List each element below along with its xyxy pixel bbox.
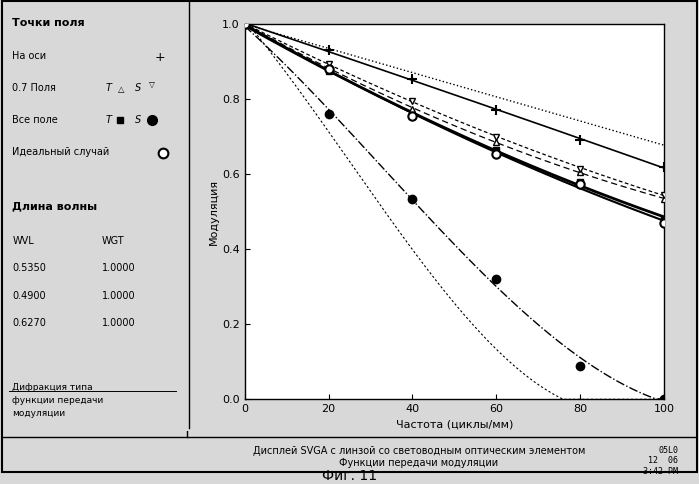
Text: 0.5350: 0.5350	[13, 263, 46, 273]
Text: +: +	[155, 51, 166, 64]
Text: Идеальный случай: Идеальный случай	[13, 147, 110, 157]
Y-axis label: Модуляция: Модуляция	[209, 179, 219, 245]
Text: 0.7 Поля: 0.7 Поля	[13, 83, 57, 93]
Text: T: T	[105, 83, 111, 93]
Text: T: T	[105, 115, 111, 125]
X-axis label: Частота (циклы/мм): Частота (циклы/мм)	[396, 420, 513, 430]
Text: S: S	[136, 115, 142, 125]
Text: 0.6270: 0.6270	[13, 318, 46, 328]
Text: 1.0000: 1.0000	[101, 263, 135, 273]
Text: WVL: WVL	[13, 236, 34, 246]
Text: функции передачи: функции передачи	[13, 396, 103, 405]
Text: S: S	[136, 83, 142, 93]
Text: 1.0000: 1.0000	[101, 318, 135, 328]
Text: Фиг. 11: Фиг. 11	[322, 469, 377, 483]
Text: ▽: ▽	[149, 80, 154, 89]
Text: 0.4900: 0.4900	[13, 291, 46, 301]
Text: 05L0
12  06
3:42 PM: 05L0 12 06 3:42 PM	[643, 446, 678, 476]
Text: модуляции: модуляции	[13, 409, 66, 418]
Text: Все поле: Все поле	[13, 115, 58, 125]
Text: На оси: На оси	[13, 51, 47, 61]
Text: Точки поля: Точки поля	[13, 17, 85, 28]
Text: 1.0000: 1.0000	[101, 291, 135, 301]
Text: Дисплей SVGA с линзой со световодным оптическим элементом
Функции передачи модул: Дисплей SVGA с линзой со световодным опт…	[252, 446, 585, 468]
Text: △: △	[118, 85, 125, 94]
Text: WGT: WGT	[101, 236, 124, 246]
Text: Длина волны: Длина волны	[13, 202, 98, 212]
Text: Дифракция типа: Дифракция типа	[13, 383, 93, 393]
